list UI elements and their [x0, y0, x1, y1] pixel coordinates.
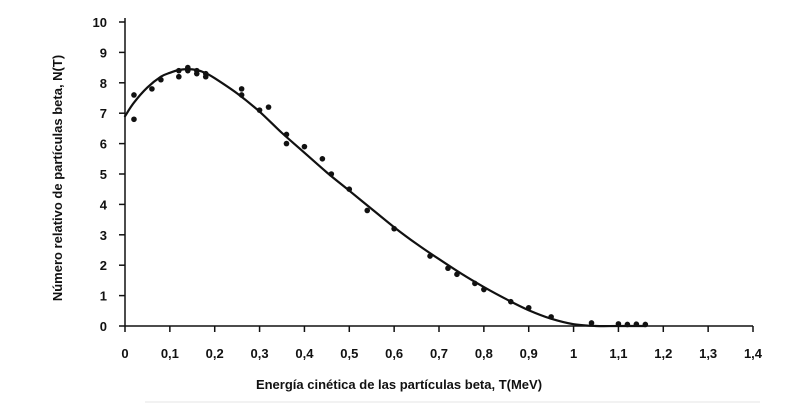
data-point: [633, 321, 640, 327]
y-tick-label: 6: [100, 137, 107, 152]
data-point: [185, 67, 191, 74]
y-tick-label: 9: [100, 45, 107, 60]
x-tick-label: 0,2: [206, 346, 224, 361]
data-point: [149, 86, 155, 92]
y-tick-label: 8: [100, 76, 107, 91]
data-point: [346, 186, 353, 192]
x-tick-label: 1: [570, 346, 577, 361]
data-point: [624, 321, 631, 328]
data-point: [454, 271, 460, 278]
x-tick-label: 0,8: [475, 346, 493, 361]
x-tick-label: 0,6: [385, 346, 403, 361]
x-ticks: 0 0,1 0,2 0,3 0,4 0,5 0,6 0,7 0,8 0,9 1 1,1 1,2 1,3 1,…: [121, 326, 763, 361]
data-point: [265, 104, 272, 110]
x-tick-label: 1,3: [699, 346, 717, 361]
x-tick-label: 0,5: [340, 346, 358, 361]
y-axis-title: Número relativo de partículas beta, N(T): [50, 55, 65, 301]
x-tick-label: 0,1: [161, 346, 179, 361]
y-tick-label: 1: [100, 289, 107, 304]
data-point: [445, 265, 451, 272]
x-tick-label: 0,7: [430, 346, 448, 361]
x-tick-label: 1,1: [609, 346, 627, 361]
data-point: [588, 320, 595, 326]
data-point: [283, 140, 290, 147]
data-point: [328, 171, 335, 177]
data-point: [158, 76, 164, 83]
data-point: [319, 156, 326, 162]
data-point: [131, 116, 137, 123]
data-point: [256, 107, 263, 113]
data-point: [238, 86, 245, 92]
y-tick-label: 0: [100, 319, 107, 334]
y-tick-label: 4: [100, 197, 108, 212]
data-point: [176, 67, 182, 74]
y-tick-label: 3: [100, 228, 107, 243]
data-point: [283, 131, 290, 138]
data-point: [642, 321, 649, 328]
x-tick-label: 0: [121, 346, 128, 361]
fit-curve: [123, 68, 647, 328]
x-tick-label: 1,2: [654, 346, 672, 361]
x-tick-label: 0,9: [520, 346, 538, 361]
x-tick-label: 1,4: [744, 346, 763, 361]
x-axis-title: Energía cinética de las partículas beta,…: [256, 377, 542, 392]
data-point: [176, 73, 182, 80]
axes: [124, 18, 753, 327]
y-ticks: 0 1 2 3 4 5 6 7 8 9 10: [93, 15, 125, 334]
y-tick-label: 5: [100, 167, 107, 182]
data-point: [427, 253, 433, 259]
data-points: [131, 64, 649, 328]
data-point: [481, 286, 487, 293]
x-tick-label: 0,3: [251, 346, 269, 361]
data-point: [507, 298, 514, 305]
y-tick-label: 7: [100, 106, 107, 121]
data-point: [301, 143, 308, 150]
y-tick-label: 10: [93, 15, 107, 30]
data-point: [364, 207, 371, 214]
data-point: [131, 92, 137, 98]
x-tick-label: 0,4: [295, 346, 314, 361]
y-tick-label: 2: [100, 258, 107, 273]
data-point: [472, 280, 478, 287]
data-point: [202, 73, 209, 80]
data-point: [615, 321, 622, 327]
data-point: [238, 92, 245, 98]
data-point: [391, 225, 397, 232]
data-point: [193, 70, 200, 77]
data-point: [548, 314, 554, 320]
data-point: [525, 304, 532, 311]
